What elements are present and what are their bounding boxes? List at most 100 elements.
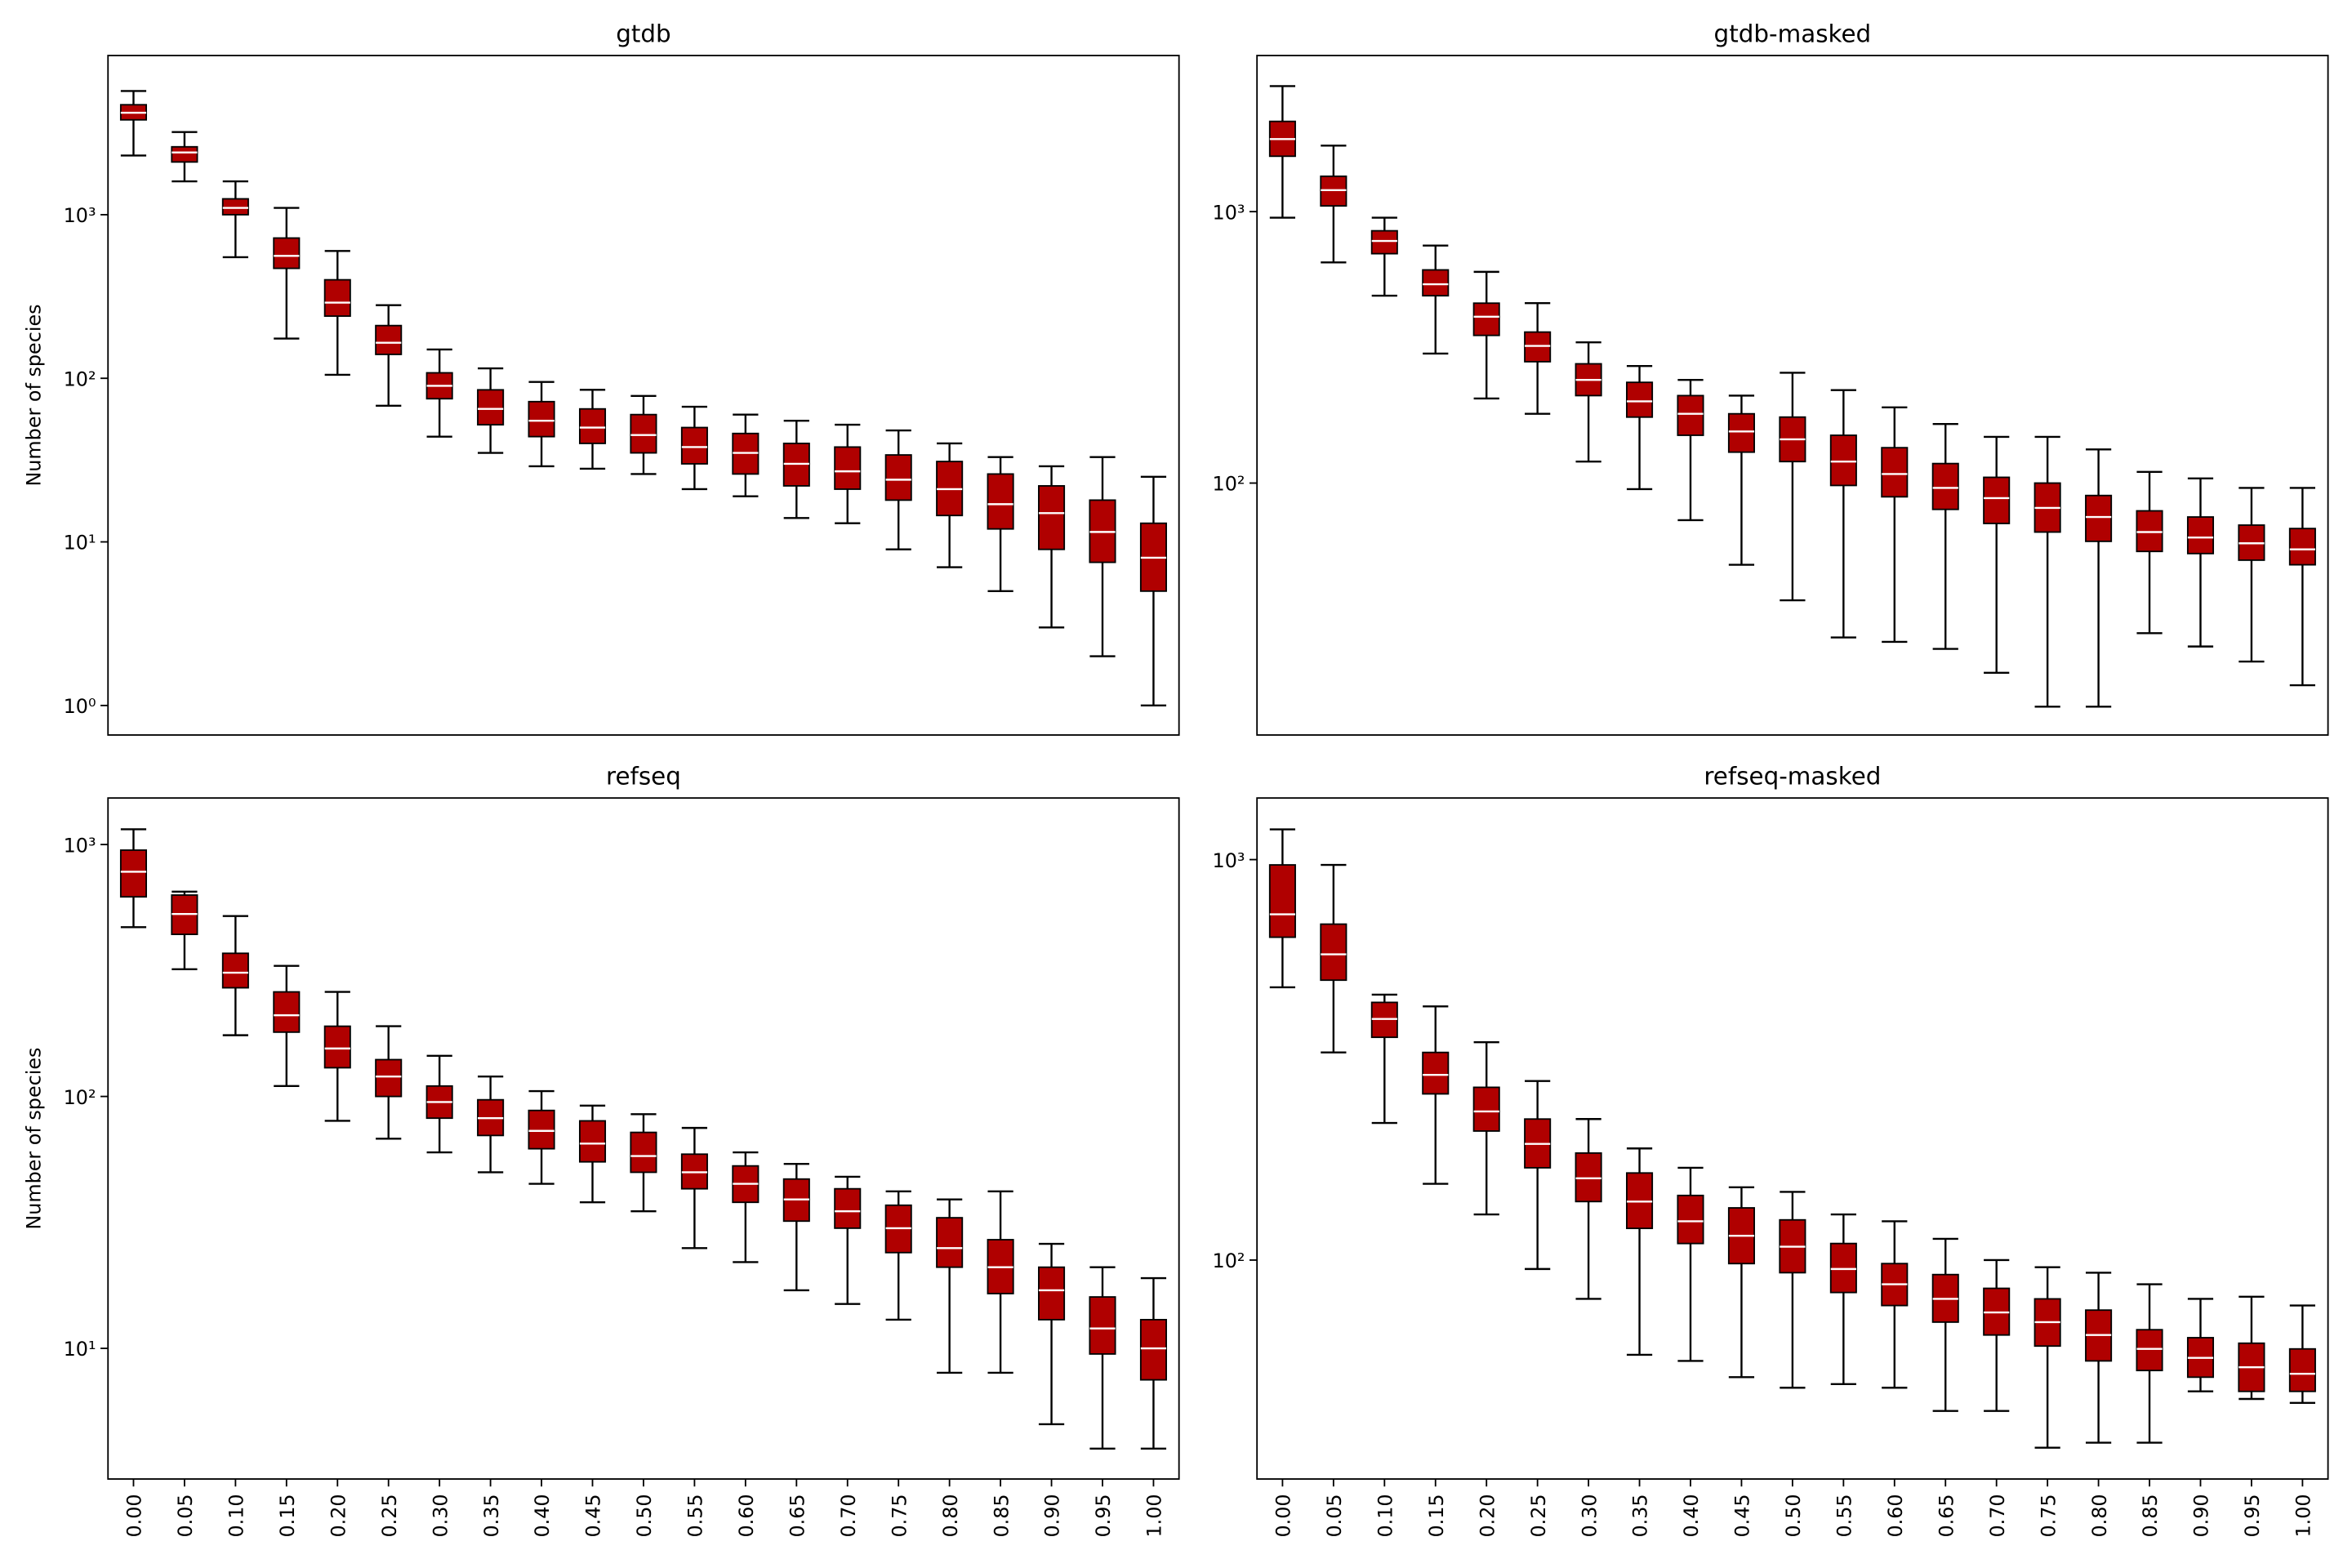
box	[630, 413, 657, 454]
box	[1370, 229, 1398, 255]
subplot: refseq-masked 10² 10³ 0.00 0.05 0.10 0.15 0.20 0…	[1213, 763, 2329, 1538]
box	[1472, 302, 1500, 336]
plot-frame	[107, 55, 1180, 736]
subplot-title: gtdb-masked	[1714, 20, 1872, 47]
box	[578, 408, 607, 444]
y-tick-label: 10⁰	[64, 695, 96, 718]
y-tick-label: 10³	[1213, 201, 1245, 224]
x-tick-label: 0.85	[2139, 1494, 2162, 1537]
box	[1677, 1194, 1704, 1245]
x-tick-label: 0.20	[1476, 1494, 1499, 1537]
box	[273, 237, 301, 270]
box	[528, 400, 555, 438]
subplot: gtdb-masked 10² 10³	[1213, 20, 2329, 736]
x-tick-label: 0.95	[2241, 1494, 2264, 1537]
subplot: refseq Number of species 10¹ 10² 10³ 0.00 0.05…	[23, 763, 1180, 1538]
y-tick-label: 10²	[1213, 1250, 1245, 1272]
box	[936, 1217, 964, 1268]
box	[1829, 434, 1857, 487]
subplot-title: refseq	[606, 763, 681, 791]
box	[1575, 1152, 1602, 1203]
box	[2288, 528, 2316, 566]
y-axis-label: Number of species	[23, 1048, 46, 1230]
x-tick-label: 0.55	[1833, 1494, 1856, 1537]
box	[1931, 462, 1959, 510]
box	[2288, 1348, 2316, 1392]
y-tick-label: 10³	[1213, 849, 1245, 872]
plot-frame	[1256, 55, 2329, 736]
box	[375, 1058, 403, 1098]
y-tick-label: 10²	[64, 368, 96, 390]
x-tick-label: 0.75	[888, 1494, 911, 1537]
box	[834, 1187, 862, 1229]
x-tick-label: 0.30	[1578, 1494, 1601, 1537]
x-tick-label: 0.50	[1782, 1494, 1805, 1537]
box	[578, 1120, 607, 1163]
box	[171, 145, 198, 163]
x-tick-label: 0.70	[837, 1494, 860, 1537]
box	[2085, 494, 2113, 542]
box	[1139, 1318, 1167, 1381]
x-tick-label: 0.75	[2037, 1494, 2060, 1537]
box	[1677, 394, 1704, 436]
box	[273, 991, 301, 1033]
x-tick-label: 0.80	[2088, 1494, 2111, 1537]
box	[1089, 1296, 1116, 1355]
box	[884, 454, 912, 501]
y-tick-label: 10¹	[64, 532, 96, 555]
x-tick-label: 0.55	[684, 1494, 707, 1537]
x-tick-label: 0.10	[225, 1494, 248, 1537]
y-axis-label: Number of species	[23, 304, 46, 486]
x-tick-label: 0.25	[378, 1494, 401, 1537]
box	[1727, 412, 1755, 453]
x-tick-label: 0.90	[1041, 1494, 1064, 1537]
box	[2186, 516, 2215, 555]
box	[1038, 1266, 1066, 1321]
x-tick-label: 0.70	[1986, 1494, 2009, 1537]
subplot-title: gtdb	[616, 20, 670, 47]
y-tick-label: 10²	[64, 1086, 96, 1109]
x-tick-label: 0.95	[1092, 1494, 1115, 1537]
x-tick-label: 0.65	[1935, 1494, 1958, 1537]
box	[221, 198, 249, 216]
x-tick-label: 0.60	[735, 1494, 758, 1537]
x-tick-label: 0.60	[1884, 1494, 1907, 1537]
x-tick-label: 0.90	[2190, 1494, 2213, 1537]
subplot-title: refseq-masked	[1704, 763, 1881, 791]
x-tick-label: 0.85	[990, 1494, 1013, 1537]
box	[1626, 381, 1654, 418]
box	[323, 1025, 351, 1069]
x-tick-label: 0.05	[1323, 1494, 1346, 1537]
y-tick-label: 10¹	[64, 1338, 96, 1361]
x-tick-label: 0.00	[123, 1494, 146, 1537]
x-tick-label: 0.05	[174, 1494, 197, 1537]
box	[1422, 269, 1450, 297]
box	[1472, 1086, 1500, 1132]
y-tick-label: 10³	[64, 834, 96, 857]
box	[987, 473, 1014, 530]
box	[1038, 485, 1066, 550]
x-tick-label: 1.00	[1143, 1494, 1166, 1537]
x-tick-label: 0.40	[531, 1494, 554, 1537]
x-tick-label: 0.40	[1680, 1494, 1703, 1537]
x-tick-label: 0.30	[429, 1494, 452, 1537]
box	[119, 849, 147, 898]
x-tick-label: 0.35	[1629, 1494, 1652, 1537]
box	[680, 426, 708, 465]
box	[1422, 1051, 1450, 1095]
box	[1881, 447, 1909, 498]
box	[1983, 476, 2011, 524]
box	[323, 278, 351, 317]
x-tick-label: 0.50	[633, 1494, 656, 1537]
x-tick-label: 0.25	[1527, 1494, 1550, 1537]
y-tick-label: 10²	[1213, 473, 1245, 496]
box	[528, 1109, 555, 1150]
x-tick-label: 1.00	[2292, 1494, 2315, 1537]
box	[630, 1131, 657, 1174]
x-tick-label: 0.65	[786, 1494, 808, 1537]
x-tick-label: 0.80	[939, 1494, 962, 1537]
x-tick-label: 0.45	[582, 1494, 605, 1537]
box	[2136, 1329, 2163, 1372]
